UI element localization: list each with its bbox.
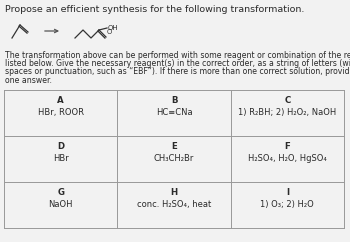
Text: conc. H₂SO₄, heat: conc. H₂SO₄, heat	[137, 200, 211, 209]
Text: HC≡CNa: HC≡CNa	[156, 108, 192, 117]
Text: I: I	[286, 188, 289, 197]
Text: G: G	[57, 188, 64, 197]
Text: E: E	[171, 142, 177, 151]
Text: D: D	[57, 142, 64, 151]
Text: HBr: HBr	[53, 154, 69, 163]
Text: The transformation above can be performed with some reagent or combination of th: The transformation above can be performe…	[5, 51, 350, 60]
Text: listed below. Give the necessary reagent(s) in the correct order, as a string of: listed below. Give the necessary reagent…	[5, 59, 350, 68]
Text: NaOH: NaOH	[48, 200, 73, 209]
Text: A: A	[57, 96, 64, 105]
Text: CH₃CH₂Br: CH₃CH₂Br	[154, 154, 194, 163]
Text: H₂SO₄, H₂O, HgSO₄: H₂SO₄, H₂O, HgSO₄	[248, 154, 327, 163]
Text: HBr, ROOR: HBr, ROOR	[38, 108, 84, 117]
Text: 1) R₂BH; 2) H₂O₂, NaOH: 1) R₂BH; 2) H₂O₂, NaOH	[238, 108, 336, 117]
Text: F: F	[285, 142, 290, 151]
Text: one answer.: one answer.	[5, 76, 52, 85]
Text: Propose an efficient synthesis for the following transformation.: Propose an efficient synthesis for the f…	[5, 5, 304, 14]
Text: O: O	[107, 29, 112, 35]
Text: spaces or punctuation, such as “EBF”). If there is more than one correct solutio: spaces or punctuation, such as “EBF”). I…	[5, 68, 350, 76]
Text: 1) O₃; 2) H₂O: 1) O₃; 2) H₂O	[260, 200, 314, 209]
Text: B: B	[171, 96, 177, 105]
Text: H: H	[170, 188, 177, 197]
Text: OH: OH	[108, 25, 119, 31]
Text: C: C	[284, 96, 290, 105]
